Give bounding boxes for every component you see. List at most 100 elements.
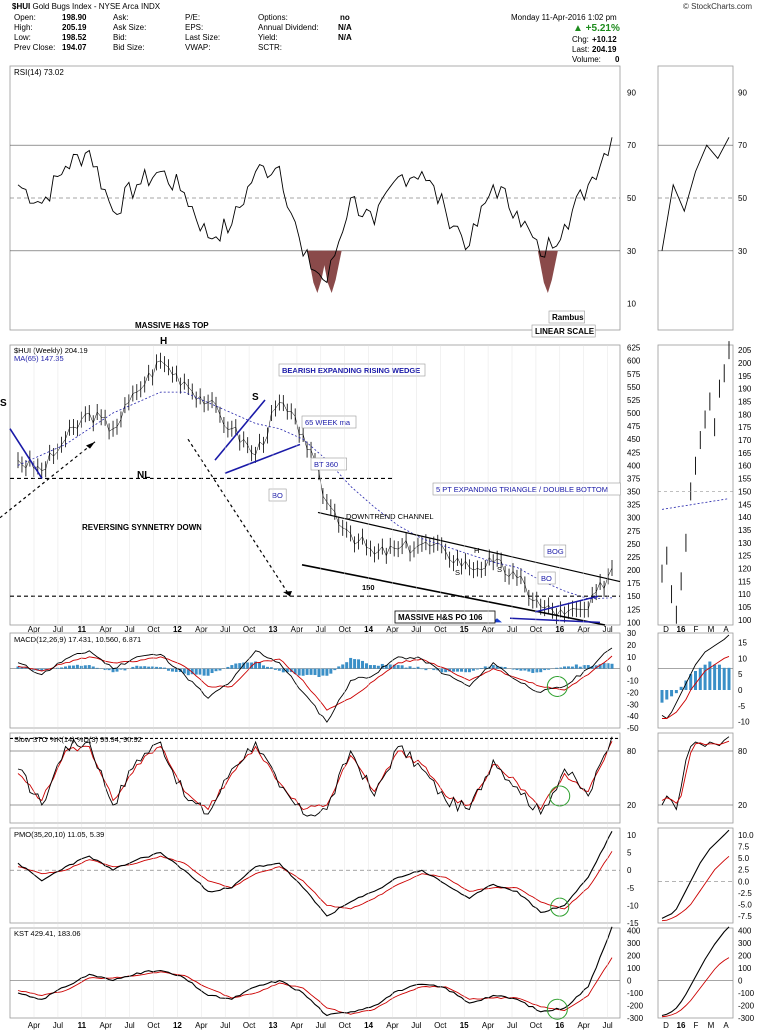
rsi-zoom-tick-3: 30	[738, 247, 747, 256]
kst-line	[17, 926, 613, 1017]
sto-zoom-tick-1: 20	[738, 801, 747, 810]
kst-signal-line	[17, 957, 613, 1015]
pmo-legend: PMO(35,20,10) 11.05, 5.39	[14, 830, 104, 839]
pmo-zoom-tick-1: 7.5	[738, 843, 750, 852]
macd-zoom-tick-2: 5	[738, 670, 743, 679]
annotation-4: NL	[137, 470, 150, 481]
xaxis-main-label-1-6: 12	[173, 1021, 182, 1030]
xaxis-main-label-1-14: 14	[364, 1021, 373, 1030]
macd-hist-20	[95, 667, 99, 669]
macd-hist-61	[258, 662, 262, 669]
macd-hist-11	[60, 667, 64, 669]
macd-hist-6	[40, 668, 44, 671]
annotation-10: DOWNTREND CHANNEL	[346, 512, 434, 521]
pmo-zoom-tick-2: 5.0	[738, 854, 750, 863]
xaxis-main-label-1-19: Apr	[482, 1021, 495, 1030]
annotation-2: S	[0, 398, 7, 409]
macd-hist-110	[452, 668, 456, 672]
price-axis-tick-21: 625	[627, 344, 641, 353]
macd-hist-35	[155, 666, 159, 669]
macd-hist-40	[174, 668, 178, 672]
macd-hist-87	[361, 660, 365, 669]
macd-axis-tick-8: 30	[627, 629, 636, 638]
annotation-0: MASSIVE H&S TOP	[135, 321, 209, 330]
macd-zoom-hist-11	[713, 664, 717, 690]
macd-hist-0	[16, 666, 20, 669]
price-axis-tick-14: 450	[627, 435, 641, 444]
macd-hist-103	[424, 668, 428, 671]
macd-signal-line	[17, 655, 613, 711]
symmetry-arrow-up	[0, 441, 96, 519]
macd-hist-31	[139, 666, 143, 669]
panel-frame-pmo	[9, 827, 621, 924]
annot-box-20	[531, 324, 596, 338]
pmo-axis-tick-4: 5	[627, 849, 632, 858]
macd-hist-115	[471, 668, 475, 671]
price-axis-tick-18: 550	[627, 383, 641, 392]
macd-zoom-hist-2	[670, 690, 674, 697]
macd-hist-24	[111, 668, 115, 673]
annotation-5: REVERSING SYNNETRY DOWN	[82, 523, 202, 532]
annot-box-16	[537, 571, 556, 585]
volume-value: 0	[615, 55, 620, 64]
annot-box-6	[278, 363, 426, 377]
macd-highlight-circle	[546, 675, 568, 697]
rsi-axis-tick-0: 10	[627, 300, 636, 309]
zoom-price-tick-14: 135	[738, 526, 752, 535]
xaxis-main-label-0-2: 11	[78, 625, 87, 634]
macd-hist-32	[143, 666, 147, 669]
macd-zoom-hist-1	[665, 690, 669, 700]
panel-frame-macd	[9, 632, 621, 729]
rsi-line	[17, 137, 613, 284]
macd-hist-49	[210, 668, 214, 674]
wedge-upper-line	[214, 399, 266, 461]
xaxis-main-label-1-5: Oct	[147, 1021, 160, 1030]
macd-hist-118	[483, 666, 487, 669]
left-trend-line	[9, 428, 43, 479]
macd-hist-15	[75, 664, 79, 669]
channel-bottom-line	[301, 564, 606, 626]
bid-label: Bid:	[113, 33, 127, 42]
panel-frame-sto	[9, 732, 621, 824]
ask-label: Ask:	[113, 13, 129, 22]
triangle-upper-line	[534, 595, 599, 613]
macd-hist-95	[392, 664, 396, 669]
macd-hist-55	[234, 663, 238, 669]
annot-box-9	[268, 488, 287, 502]
ma65-line	[17, 391, 613, 600]
macd-hist-2	[24, 667, 28, 669]
macd-hist-26	[119, 668, 123, 670]
chart-title: $HUI Gold Bugs Index - NYSE Arca INDX	[12, 2, 161, 11]
macd-line	[17, 647, 613, 723]
xaxis-zoom-label-0-1: 16	[677, 625, 686, 634]
zoom-frame-pmo	[657, 827, 734, 924]
pmo-zoom-tick-4: 0.0	[738, 877, 750, 886]
price-axis-tick-13: 425	[627, 448, 641, 457]
macd-hist-136	[555, 667, 559, 669]
annotation-16: BO	[541, 574, 552, 583]
kst-axis-tick-5: 200	[627, 952, 641, 961]
zoom-frame-sto	[657, 732, 734, 824]
low-value: 198.52	[62, 33, 87, 42]
lastsize-label: Last Size:	[185, 33, 221, 42]
kst-highlight-circle	[546, 998, 568, 1020]
stockcharts-logo[interactable]: © StockCharts.com	[683, 2, 753, 11]
macd-hist-129	[527, 668, 531, 672]
macd-hist-92	[380, 663, 384, 669]
macd-hist-53	[226, 666, 230, 669]
rsi-zoom-tick-0: 90	[738, 88, 747, 97]
macd-hist-57	[242, 662, 246, 669]
macd-hist-73	[305, 668, 309, 675]
xaxis-main-label-1-3: Apr	[99, 1021, 112, 1030]
annot-box-19	[548, 310, 585, 324]
annotation-13: S	[455, 568, 460, 577]
kst-zoom-tick-2: 200	[738, 952, 752, 961]
zoom-price-tick-13: 140	[738, 513, 752, 522]
zoom-price-tick-10: 155	[738, 475, 752, 484]
kst-axis-tick-1: -200	[627, 1002, 644, 1011]
macd-hist-68	[285, 668, 289, 673]
high-value: 205.19	[62, 23, 87, 32]
macd-zoom-hist-10	[708, 661, 712, 690]
macd-hist-126	[515, 668, 519, 671]
macd-hist-148	[602, 663, 606, 669]
